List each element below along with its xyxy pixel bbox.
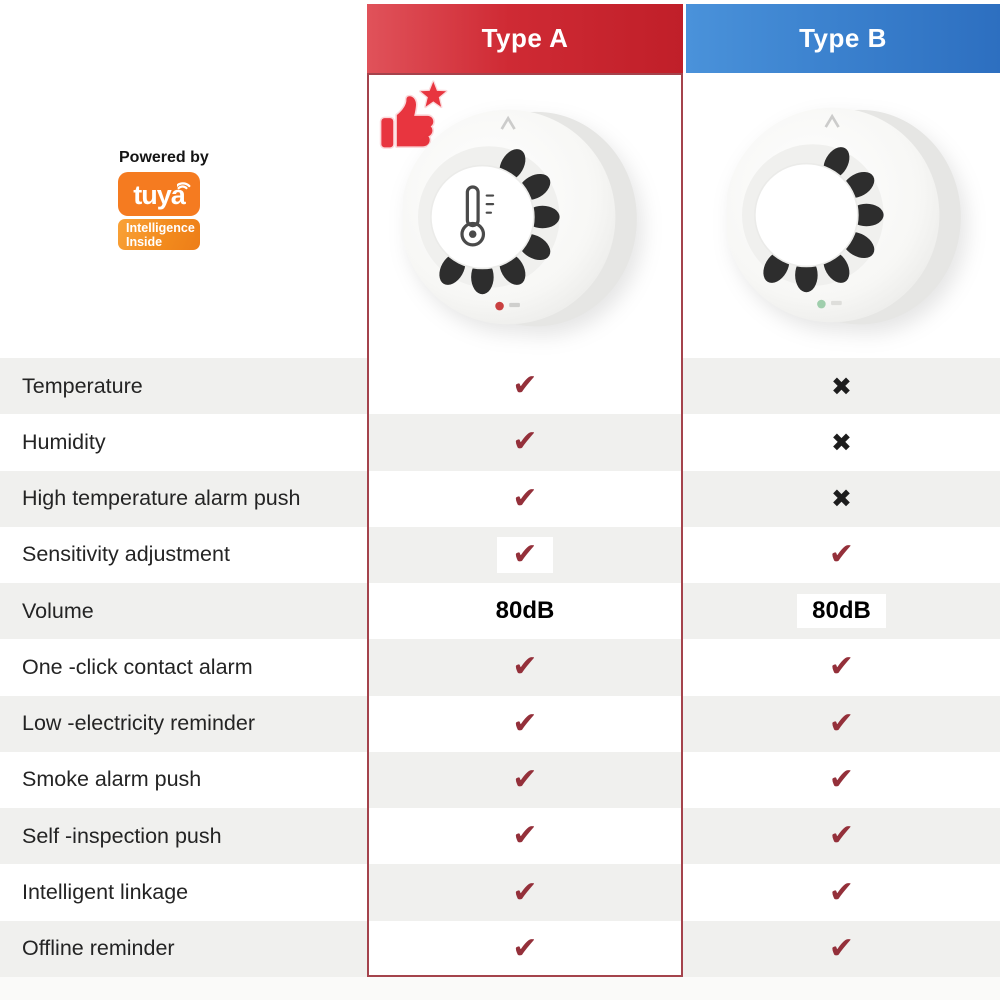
table-row: Intelligent linkage ✔ ✔ (0, 864, 1000, 921)
type-a-product-cell (367, 73, 683, 358)
type-b-cell: ✔ (683, 864, 1000, 921)
check-icon: ✔ (512, 818, 538, 854)
type-b-cell: ✔ (683, 808, 1000, 865)
table-row: Low -electricity reminder ✔ ✔ (0, 695, 1000, 752)
type-a-cell: ✔ (367, 414, 683, 471)
table-row: High temperature alarm push ✔ ✖ (0, 470, 1000, 527)
table-row: One -click contact alarm ✔ ✔ (0, 639, 1000, 696)
feature-label: Self -inspection push (0, 808, 367, 865)
cross-icon: ✖ (831, 371, 852, 401)
check-icon: ✔ (512, 649, 538, 685)
check-icon: ✔ (828, 818, 855, 854)
tuya-logo: tuya (118, 172, 200, 216)
red-led (495, 301, 504, 311)
type-b-cell: ✔ (683, 639, 1000, 696)
type-a-cell: ✔ (367, 470, 683, 527)
check-icon: ✔ (512, 480, 538, 516)
feature-label: High temperature alarm push (0, 470, 367, 527)
powered-by-label: Powered by (119, 149, 209, 166)
table-row: Sensitivity adjustment ✔ ✔ (0, 526, 1000, 584)
tuya-badge: Powered by tuya Intelligence Inside (118, 149, 209, 250)
type-a-cell: ✔ (367, 695, 683, 752)
type-a-cell: ✔ (367, 358, 683, 415)
type-a-header-label: Type A (481, 23, 569, 53)
check-icon: ✔ (828, 649, 855, 685)
type-a-header: Type A (367, 4, 683, 73)
product-row: Powered by tuya Intelligence Inside (0, 73, 1000, 358)
table-row: Offline reminder ✔ ✔ (0, 920, 1000, 977)
check-icon: ✔ (828, 874, 855, 910)
thermometer-icon (460, 185, 495, 247)
type-a-cell: ✔ (367, 639, 683, 696)
feature-label: Sensitivity adjustment (0, 526, 367, 584)
table-row: Self -inspection push ✔ ✔ (0, 808, 1000, 865)
feature-label: One -click contact alarm (0, 639, 367, 696)
feature-label: Smoke alarm push (0, 751, 367, 809)
top-marker (824, 113, 840, 128)
value-text: 80dB (797, 594, 886, 629)
type-b-detector-image (727, 107, 961, 325)
top-marker (500, 115, 516, 130)
feature-label: Volume (0, 583, 367, 640)
green-led (817, 299, 826, 309)
check-icon: ✔ (828, 930, 855, 966)
table-row: Volume 80dB 80dB (0, 583, 1000, 640)
bottom-strip (0, 977, 1000, 1000)
type-b-cell: ✖ (683, 470, 1000, 527)
type-a-cell: ✔ (367, 808, 683, 865)
check-icon: ✔ (512, 705, 538, 741)
signal-icon (177, 182, 191, 190)
table-row: Humidity ✔ ✖ (0, 414, 1000, 471)
table-row: Smoke alarm push ✔ ✔ (0, 751, 1000, 809)
check-icon: ✔ (512, 424, 538, 460)
check-icon: ✔ (512, 930, 538, 966)
tuya-tagline: Intelligence Inside (118, 219, 200, 250)
feature-label: Humidity (0, 414, 367, 471)
type-b-cell: 80dB (683, 583, 1000, 640)
type-b-cell: ✔ (683, 526, 1000, 584)
check-icon: ✔ (828, 705, 855, 741)
comparison-table: Temperature ✔ ✖ Humidity ✔ ✖ High temperature … (0, 358, 1000, 977)
type-a-cell: ✔ (367, 920, 683, 977)
cross-icon: ✖ (831, 484, 852, 514)
type-a-cell: ✔ (367, 526, 683, 584)
check-icon: ✔ (828, 761, 855, 797)
table-row: Temperature ✔ ✖ (0, 358, 1000, 415)
type-a-detector-image (403, 109, 637, 327)
brand-cell: Powered by tuya Intelligence Inside (0, 73, 367, 358)
type-a-cell: 80dB (367, 583, 683, 640)
tagline-line2: Inside (126, 234, 163, 249)
feature-label: Low -electricity reminder (0, 695, 367, 752)
type-b-cell: ✔ (683, 751, 1000, 809)
type-b-cell: ✔ (683, 920, 1000, 977)
feature-label: Intelligent linkage (0, 864, 367, 921)
check-icon: ✔ (512, 874, 538, 910)
feature-label: Offline reminder (0, 920, 367, 977)
check-icon: ✔ (828, 536, 855, 572)
cross-icon: ✖ (831, 427, 852, 457)
type-a-cell: ✔ (367, 751, 683, 809)
check-icon: ✔ (497, 536, 553, 573)
type-b-cell: ✖ (683, 414, 1000, 471)
type-b-header: Type B (686, 4, 1000, 73)
thumbs-up-star-icon (379, 80, 448, 149)
type-a-cell: ✔ (367, 864, 683, 921)
type-b-product-cell (683, 73, 1000, 358)
check-icon: ✔ (512, 761, 538, 797)
type-b-cell: ✔ (683, 695, 1000, 752)
type-b-header-label: Type B (799, 23, 887, 53)
check-icon: ✔ (512, 368, 538, 404)
tagline-line1: Intelligence (126, 220, 195, 235)
value-text: 80dB (480, 594, 570, 629)
feature-label: Temperature (0, 358, 367, 415)
type-b-cell: ✖ (683, 358, 1000, 415)
